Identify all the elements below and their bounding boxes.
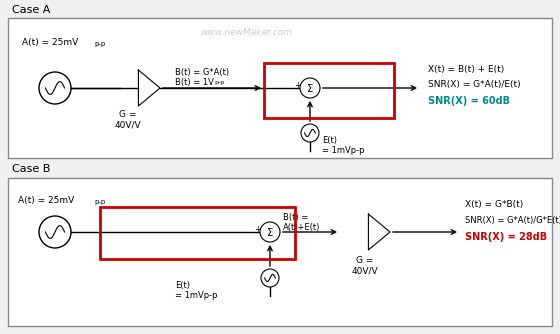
Text: SNR(X) = G*A(t)/G*E(t): SNR(X) = G*A(t)/G*E(t) [465,216,560,225]
Text: www.newMaker.com: www.newMaker.com [200,28,292,37]
Text: X(t) = B(t) + E(t): X(t) = B(t) + E(t) [428,65,504,74]
Text: +: + [295,80,301,90]
Bar [8,18,552,158]
Text: Case B: Case B [12,164,50,174]
Text: SNR(X) = 28dB: SNR(X) = 28dB [465,232,547,242]
Text: Σ: Σ [307,85,313,95]
Text: X(t) = G*B(t): X(t) = G*B(t) [465,200,523,209]
Polygon shape [368,214,390,250]
Text: E(t)
= 1mVp-p: E(t) = 1mVp-p [175,281,217,300]
Circle shape [260,222,280,242]
Text: SNR(X) = 60dB: SNR(X) = 60dB [428,96,510,106]
Text: +: + [255,224,262,233]
Polygon shape [138,70,160,106]
Text: A(t) = 25mV: A(t) = 25mV [18,196,74,205]
Bar [8,178,552,326]
Text: G =
40V/V: G = 40V/V [352,256,379,276]
Bar [264,63,394,118]
Text: A(t)+E(t): A(t)+E(t) [283,223,320,232]
Text: Case A: Case A [12,5,50,15]
Text: E(t)
= 1mVp-p: E(t) = 1mVp-p [322,136,365,155]
Text: B(t) = G*A(t): B(t) = G*A(t) [175,68,229,77]
Bar [100,207,295,259]
Text: p-p: p-p [214,80,224,85]
Circle shape [300,78,320,98]
Text: p-p: p-p [94,41,105,47]
Text: p-p: p-p [94,199,105,205]
Text: A(t) = 25mV: A(t) = 25mV [22,38,78,47]
Text: B(t) =: B(t) = [283,213,308,222]
Text: SNR(X) = G*A(t)/E(t): SNR(X) = G*A(t)/E(t) [428,80,521,89]
Text: G =
40V/V: G = 40V/V [115,110,141,129]
Text: B(t) = 1V: B(t) = 1V [175,78,214,87]
Text: Σ: Σ [267,228,273,238]
